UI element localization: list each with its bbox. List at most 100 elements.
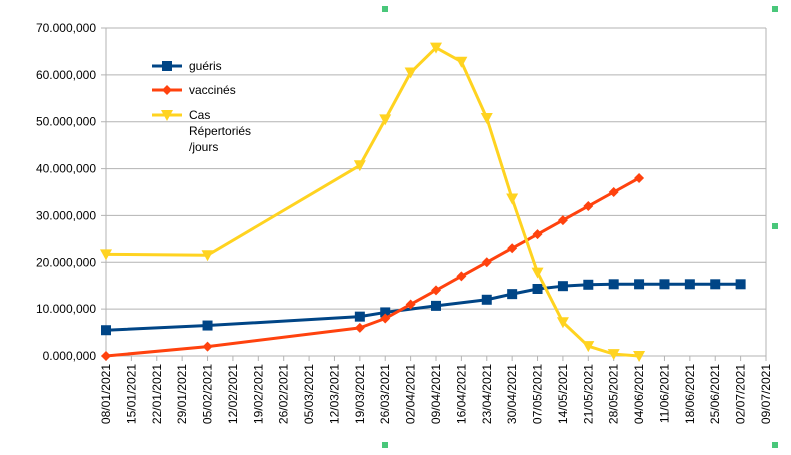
y-tick-label: 40.000,000 xyxy=(36,162,96,176)
legend-item-gueris: guéris xyxy=(152,59,222,73)
data-point-gueris xyxy=(507,289,518,300)
data-point-gueris xyxy=(202,320,213,331)
y-axis: 0.000,000 10.000,000 20.000,000 30.000,000 4… xyxy=(36,21,96,363)
data-point-gueris xyxy=(710,279,721,290)
x-tick-label: 09/07/2021 xyxy=(759,364,773,424)
x-tick-label: 16/04/2021 xyxy=(454,364,468,424)
y-tick-label: 70.000,000 xyxy=(36,21,96,35)
y-tick-label: 50.000,000 xyxy=(36,115,96,129)
series-vaccines xyxy=(101,172,645,361)
x-tick-label: 08/01/2021 xyxy=(99,364,113,424)
data-point-cas xyxy=(201,250,214,262)
x-tick-label: 18/06/2021 xyxy=(683,364,697,424)
y-tick-label: 30.000,000 xyxy=(36,208,96,222)
data-point-cas xyxy=(607,349,620,361)
data-point-gueris xyxy=(659,279,670,290)
series-line-gueris xyxy=(105,282,741,332)
x-tick-label: 26/02/2021 xyxy=(277,364,291,424)
data-point-vaccines xyxy=(507,243,518,254)
data-point-vaccines xyxy=(608,187,619,197)
x-tick-label: 19/02/2021 xyxy=(251,364,265,424)
x-tick-label: 12/02/2021 xyxy=(226,364,240,424)
x-tick-label: 28/05/2021 xyxy=(607,364,621,424)
data-point-cas xyxy=(633,351,646,362)
y-tick-label: 0.000,000 xyxy=(43,349,97,363)
series-line-cas xyxy=(105,46,640,358)
x-tick-label: 30/04/2021 xyxy=(505,364,519,424)
data-point-cas xyxy=(100,249,112,261)
x-tick-label: 05/02/2021 xyxy=(201,364,215,424)
data-point-cas xyxy=(404,67,417,79)
data-point-vaccines xyxy=(354,322,365,333)
data-point-cas xyxy=(582,341,595,353)
data-point-gueris xyxy=(101,325,111,336)
x-tick-label: 26/03/2021 xyxy=(378,364,392,424)
data-point-cas xyxy=(531,267,544,279)
data-point-vaccines xyxy=(431,285,441,296)
x-tick-label: 04/06/2021 xyxy=(632,364,646,424)
data-point-gueris xyxy=(608,279,619,290)
data-point-gueris xyxy=(634,279,645,290)
series-layer xyxy=(100,42,746,362)
data-point-gueris xyxy=(735,279,746,290)
data-point-vaccines xyxy=(456,271,467,282)
data-point-gueris xyxy=(557,281,568,292)
data-point-cas xyxy=(556,317,569,329)
legend-label-cas: Cas xyxy=(189,108,210,122)
legend-label-cas: Répertoriés xyxy=(189,124,251,138)
x-tick-label: 11/06/2021 xyxy=(657,364,671,423)
data-point-gueris xyxy=(380,307,391,318)
x-tick-label: 29/01/2021 xyxy=(175,364,189,424)
x-tick-label: 25/06/2021 xyxy=(708,364,722,424)
series-gueris xyxy=(101,279,746,336)
x-tick-label: 15/01/2021 xyxy=(124,364,138,424)
x-tick-label: 21/05/2021 xyxy=(581,364,595,424)
data-point-cas xyxy=(430,42,442,54)
x-tick-label: 09/04/2021 xyxy=(429,364,443,424)
selection-handle-bottom-right[interactable] xyxy=(772,442,778,448)
selection-handle-right[interactable] xyxy=(772,223,778,229)
legend-label-vaccines: vaccinés xyxy=(189,83,236,97)
data-point-gueris xyxy=(583,279,594,290)
x-axis: 08/01/2021 15/01/2021 22/01/2021 29/01/2021… xyxy=(99,356,773,424)
legend-label-gueris: guéris xyxy=(189,59,222,73)
data-point-cas xyxy=(506,193,519,205)
data-point-cas xyxy=(353,160,366,172)
x-tick-label: 05/03/2021 xyxy=(302,364,316,424)
x-tick-label: 22/01/2021 xyxy=(150,364,164,424)
data-point-gueris xyxy=(532,283,543,294)
legend-marker-gueris xyxy=(162,61,172,71)
data-point-gueris xyxy=(431,300,441,311)
data-point-vaccines xyxy=(481,257,492,268)
data-point-vaccines xyxy=(634,172,645,183)
y-tick-label: 60.000,000 xyxy=(36,68,96,82)
data-point-cas xyxy=(379,114,392,126)
legend-item-vaccines: vaccinés xyxy=(152,83,236,97)
data-point-vaccines xyxy=(380,313,391,324)
data-point-cas xyxy=(455,56,468,68)
x-tick-label: 23/04/2021 xyxy=(480,364,494,424)
selection-handle-top-right[interactable] xyxy=(772,6,778,12)
x-tick-label: 07/05/2021 xyxy=(531,364,545,424)
legend-item-cas: Cas Répertoriés/jours xyxy=(152,108,251,154)
data-point-vaccines xyxy=(202,341,213,352)
data-point-vaccines xyxy=(583,201,594,212)
y-tick-label: 10.000,000 xyxy=(36,302,96,316)
y-tick-label: 20.000,000 xyxy=(36,255,96,269)
x-tick-label: 19/03/2021 xyxy=(353,364,367,424)
selection-handle-top[interactable] xyxy=(382,6,388,12)
series-cas xyxy=(100,42,646,362)
data-point-vaccines xyxy=(532,229,543,240)
series-line-vaccines xyxy=(105,176,640,358)
data-point-gueris xyxy=(481,294,492,305)
legend-label-cas: /jours xyxy=(189,140,218,154)
data-point-gueris xyxy=(684,279,695,290)
x-tick-label: 02/04/2021 xyxy=(404,364,418,424)
legend: guéris vaccinés Cas Répertoriés/jours xyxy=(152,59,251,154)
selection-handle-bottom[interactable] xyxy=(382,442,388,448)
data-point-vaccines xyxy=(101,351,111,361)
x-tick-label: 14/05/2021 xyxy=(556,364,570,424)
x-tick-label: 12/03/2021 xyxy=(327,364,341,424)
